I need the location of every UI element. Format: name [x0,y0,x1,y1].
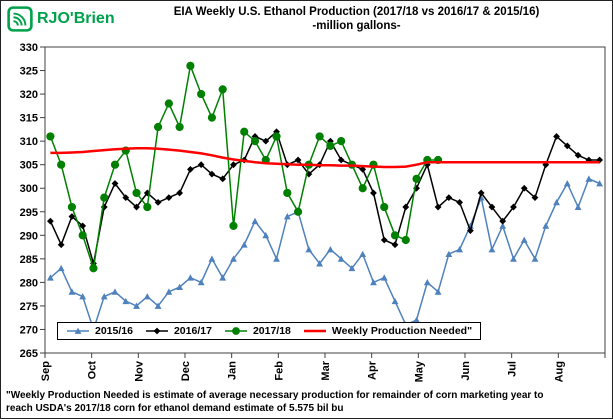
svg-text:May: May [413,360,425,382]
series-2017-18 [46,61,443,273]
legend-line-marker-icon [145,325,169,337]
title-block: EIA Weekly U.S. Ethanol Production (2017… [111,6,602,32]
logo-text: RJO'Brien [37,10,115,27]
svg-text:310: 310 [20,136,38,148]
svg-text:Mar: Mar [320,360,332,380]
chart-subtitle: -million gallons- [312,20,401,32]
legend-line-marker-icon [303,325,327,337]
x-axis: Sep Oct Nov Dec Jan Feb Mar Apr May Jun Jul Aug [40,353,606,382]
svg-text:Sep: Sep [40,361,52,381]
series-2015-16 [46,175,604,333]
svg-text:Jun: Jun [460,361,472,381]
svg-text:285: 285 [20,254,38,266]
svg-text:275: 275 [20,301,38,313]
legend-item-2016-17: 2016/17 [145,325,212,337]
svg-text:330: 330 [20,42,38,54]
y-axis: 265 270 275 280 285 290 295 300 305 310 315 320 325 3… [20,42,45,360]
chart-legend: 2015/16 2016/17 2017/18 Weekly Productio… [57,322,482,340]
legend-label: Weekly Production Needed" [331,325,473,337]
series-weekly-production-needed- [50,146,600,169]
svg-text:Dec: Dec [180,361,192,381]
legend-line-marker-icon [66,325,90,337]
svg-text:305: 305 [20,160,38,172]
svg-text:315: 315 [20,113,38,125]
svg-text:Nov: Nov [133,360,145,382]
svg-text:Jul: Jul [507,361,519,377]
svg-text:270: 270 [20,324,38,336]
svg-text:295: 295 [20,207,38,219]
svg-text:Aug: Aug [553,361,565,382]
svg-text:280: 280 [20,277,38,289]
legend-label: 2016/17 [173,325,212,337]
svg-text:290: 290 [20,230,38,242]
rjobrien-logo: RJO'Brien [7,6,115,32]
rjobrien-logo-icon [7,6,33,32]
legend-item-2015-16: 2015/16 [66,325,133,337]
svg-text:325: 325 [20,66,38,78]
svg-text:320: 320 [20,89,38,101]
footnote-line2: reach USDA's 2017/18 corn for ethanol de… [6,403,344,414]
legend-item-weekly-production-needed: Weekly Production Needed" [303,325,472,337]
legend-label: 2015/16 [95,325,133,337]
svg-text:Apr: Apr [367,360,379,380]
legend-label: 2017/18 [252,325,291,337]
footnote-line1: "Weekly Production Needed is estimate of… [6,390,544,401]
footnote: "Weekly Production Needed is estimate of… [6,389,608,415]
legend-item-2017-18: 2017/18 [224,325,291,337]
line-chart: 265 270 275 280 285 290 295 300 305 310 315 320 325 3… [20,42,606,382]
legend-line-marker-icon [224,325,248,337]
svg-text:Jan: Jan [227,361,239,380]
svg-text:Feb: Feb [273,361,285,381]
svg-text:265: 265 [20,348,38,360]
svg-text:Oct: Oct [87,361,99,380]
chart-title: EIA Weekly U.S. Ethanol Production (2017… [173,6,540,18]
svg-text:300: 300 [20,183,38,195]
